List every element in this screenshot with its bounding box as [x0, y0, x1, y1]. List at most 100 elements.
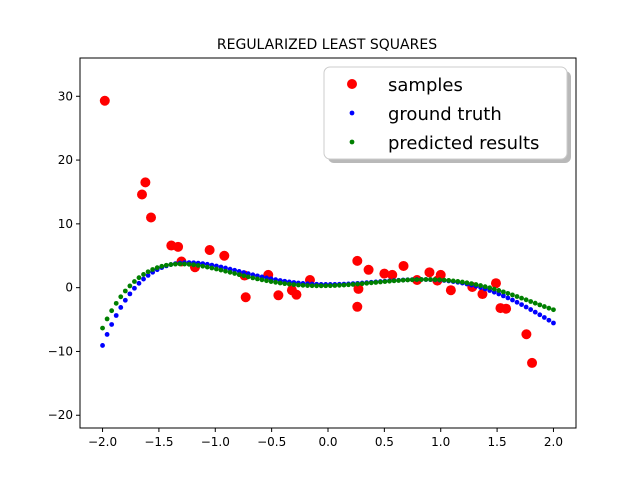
ground-truth-point: [132, 285, 137, 291]
predicted-point: [282, 281, 288, 287]
ground-truth-point: [532, 309, 538, 315]
predicted-point: [122, 288, 128, 294]
x-tick-label: −0.5: [257, 435, 286, 449]
sample-point: [273, 290, 284, 301]
predicted-point: [400, 277, 406, 283]
y-tick-label: −20: [48, 408, 73, 422]
predicted-point: [537, 302, 543, 308]
predicted-point: [186, 261, 192, 267]
predicted-point: [118, 294, 124, 300]
predicted-point: [159, 263, 165, 269]
predicted-point: [355, 281, 361, 287]
sample-point: [424, 267, 435, 278]
legend-marker-samples: [347, 79, 357, 89]
predicted-point: [195, 263, 201, 268]
ground-truth-point: [118, 305, 124, 310]
predicted-point: [428, 277, 433, 282]
predicted-point: [346, 282, 351, 288]
predicted-point: [245, 274, 251, 280]
predicted-point: [528, 299, 534, 304]
ground-truth-point: [519, 302, 524, 308]
predicted-point: [391, 278, 397, 284]
predicted-point: [387, 278, 392, 284]
predicted-point: [132, 279, 137, 284]
predicted-point: [418, 277, 424, 282]
sample-point: [99, 95, 110, 106]
sample-point: [379, 268, 390, 279]
predicted-point: [286, 281, 292, 287]
predicted-point: [500, 289, 506, 295]
predicted-point: [154, 265, 160, 271]
ground-truth-point: [551, 320, 556, 326]
predicted-point: [277, 280, 283, 286]
x-tick-label: −1.0: [201, 435, 230, 449]
predicted-point: [523, 297, 529, 303]
predicted-point: [519, 295, 524, 301]
predicted-point: [218, 267, 224, 273]
predicted-point: [100, 325, 105, 331]
ground-truth-point: [113, 313, 119, 318]
legend-marker-ground-truth: [349, 110, 355, 116]
y-axis: −20 −10 0 10 20 30: [48, 89, 80, 422]
predicted-point: [473, 282, 479, 287]
predicted-point: [373, 280, 379, 285]
ground-truth-point: [537, 312, 543, 318]
predicted-point: [323, 283, 329, 289]
ground-truth-point: [546, 317, 552, 323]
ground-truth-point: [541, 315, 547, 320]
predicted-point: [332, 283, 338, 288]
sample-point: [387, 269, 398, 280]
x-tick-label: 1.0: [431, 435, 450, 449]
predicted-point: [478, 283, 483, 288]
predicted-point: [505, 290, 511, 296]
x-tick-label: −2.0: [88, 435, 117, 449]
predicted-point: [359, 281, 365, 287]
chart-title: REGULARIZED LEAST SQUARES: [217, 37, 437, 53]
ground-truth-point: [109, 322, 115, 327]
predicted-point: [241, 273, 247, 279]
predicted-point: [182, 261, 187, 267]
predicted-point: [414, 277, 420, 282]
sample-point: [353, 283, 364, 294]
predicted-point: [150, 267, 156, 272]
sample-point: [204, 245, 215, 256]
sample-point: [527, 357, 538, 368]
predicted-point: [127, 283, 133, 289]
predicted-point: [368, 280, 374, 286]
predicted-point: [532, 300, 538, 306]
predicted-point: [510, 292, 515, 298]
predicted-point: [177, 261, 183, 267]
x-tick-label: 0.0: [318, 435, 337, 449]
series-predicted-results: [100, 261, 556, 331]
predicted-point: [551, 307, 556, 313]
predicted-point: [255, 276, 260, 282]
predicted-point: [314, 283, 320, 289]
predicted-point: [464, 280, 470, 286]
legend-label-ground-truth: ground truth: [388, 104, 502, 125]
ground-truth-point: [528, 307, 534, 312]
predicted-point: [250, 275, 256, 281]
sample-point: [352, 255, 363, 266]
sample-point: [140, 177, 151, 188]
ground-truth-point: [136, 280, 142, 286]
x-tick-label: 2.0: [544, 435, 563, 449]
predicted-point: [163, 262, 169, 268]
predicted-point: [113, 300, 119, 306]
legend-label-predicted-results: predicted results: [388, 133, 539, 154]
predicted-point: [541, 304, 547, 309]
plot-area: [79, 57, 577, 429]
predicted-point: [191, 262, 197, 268]
sample-point: [363, 264, 374, 275]
legend-label-samples: samples: [388, 75, 463, 96]
y-tick-label: 30: [58, 89, 73, 103]
ground-truth-point: [145, 272, 151, 278]
predicted-point: [496, 288, 502, 293]
predicted-point: [514, 294, 520, 299]
predicted-point: [409, 277, 415, 283]
predicted-point: [109, 308, 115, 314]
x-tick-label: 1.5: [488, 435, 507, 449]
predicted-point: [446, 278, 452, 283]
sample-point: [219, 250, 230, 261]
y-tick-label: −10: [48, 344, 73, 358]
sample-point: [477, 289, 488, 300]
